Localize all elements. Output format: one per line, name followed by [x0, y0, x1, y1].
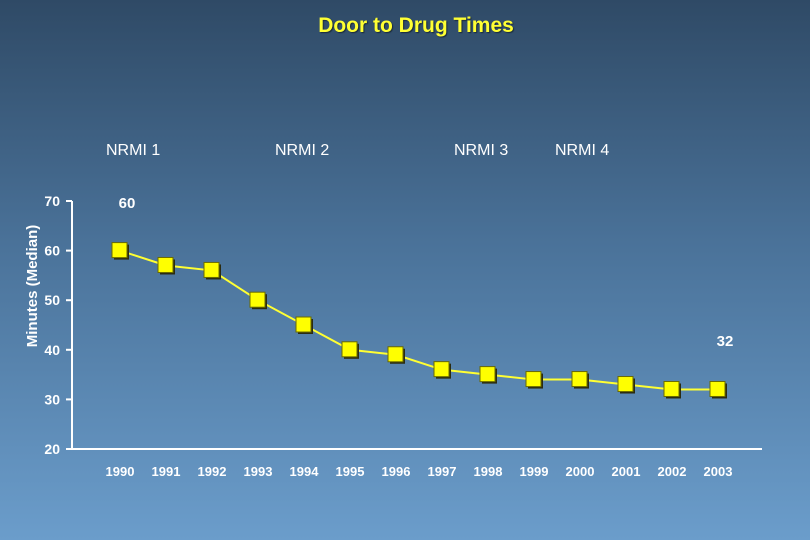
data-point: [341, 341, 358, 358]
data-point: [295, 316, 312, 333]
data-point: [249, 291, 266, 308]
data-point: [709, 380, 726, 397]
y-tick-labels: 70 60 50 40 30 20: [44, 193, 72, 457]
x-tick-label: 1995: [336, 464, 365, 479]
x-tick-label: 1997: [428, 464, 457, 479]
data-point: [387, 346, 404, 363]
data-label: 60: [119, 195, 136, 212]
y-tick-label: 70: [44, 193, 60, 209]
annotations: 60 32: [119, 195, 734, 350]
x-tick-label: 1998: [474, 464, 503, 479]
y-tick-label: 60: [44, 243, 60, 259]
phase-label-nrmi-2: NRMI 2: [275, 142, 330, 159]
x-tick-label: 1996: [382, 464, 411, 479]
y-tick-label: 20: [44, 441, 60, 457]
x-tick-label: 1990: [106, 464, 135, 479]
x-tick-label: 1992: [198, 464, 227, 479]
data-point: [571, 371, 588, 388]
x-tick-label: 1991: [152, 464, 181, 479]
axes: [71, 201, 762, 450]
x-tick-label: 1994: [290, 464, 320, 479]
y-axis-label: Minutes (Median): [24, 225, 41, 348]
chart-title: Door to Drug Times: [318, 14, 514, 37]
data-point: [203, 261, 220, 278]
data-point: [617, 376, 634, 393]
x-tick-label: 2003: [704, 464, 733, 479]
phase-label-nrmi-4: NRMI 4: [555, 142, 610, 159]
data-point: [157, 256, 174, 273]
x-tick-label: 1993: [244, 464, 273, 479]
x-tick-label: 1999: [520, 464, 549, 479]
x-tick-label: 2001: [612, 464, 641, 479]
data-label: 32: [717, 333, 734, 350]
phase-label-nrmi-3: NRMI 3: [454, 142, 509, 159]
y-tick-label: 50: [44, 292, 60, 308]
data-point: [479, 366, 496, 383]
x-tick-label: 2000: [566, 464, 595, 479]
data-point: [111, 242, 128, 259]
data-point: [663, 380, 680, 397]
data-point: [525, 371, 542, 388]
x-tick-labels: 1990 1991 1992 1993 1994 1995 1996 1997 1998 1999…: [106, 464, 733, 479]
y-tick-label: 40: [44, 342, 60, 358]
data-point: [433, 361, 450, 378]
data-markers: [111, 242, 727, 399]
phase-label-nrmi-1: NRMI 1: [106, 142, 161, 159]
x-tick-label: 2002: [658, 464, 687, 479]
y-tick-label: 30: [44, 391, 60, 407]
